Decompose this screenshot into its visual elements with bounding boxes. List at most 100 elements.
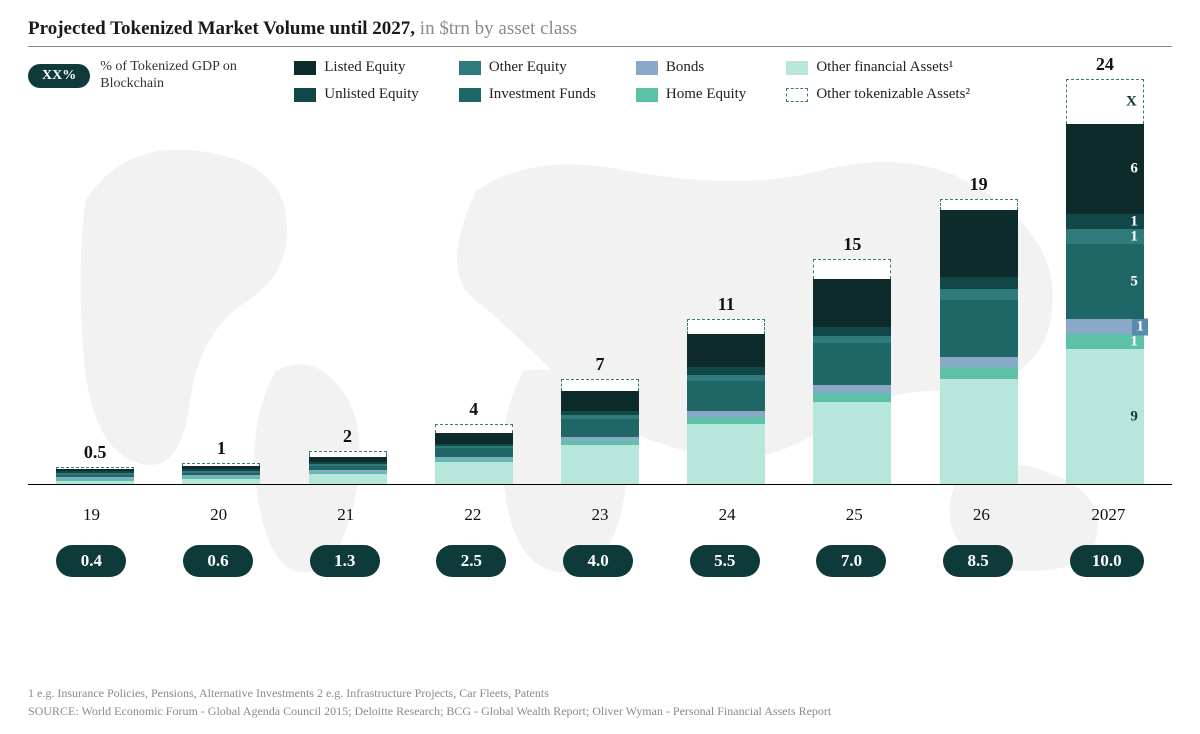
- seg-home_equity: [309, 472, 387, 474]
- bar-stack: [309, 451, 387, 484]
- seg-other_financial: [561, 445, 639, 484]
- swatch-investment_funds: [459, 88, 481, 102]
- seg-value-label: 1: [1130, 333, 1138, 350]
- seg-listed_equity: [56, 469, 134, 471]
- seg-investment_funds: 5: [1066, 244, 1144, 319]
- chart-area: 0.51247111519249115116X 1920212223242526…: [28, 111, 1172, 581]
- seg-home_equity: [561, 441, 639, 446]
- seg-other_tokenizable: [182, 463, 260, 466]
- legend-item-other_equity: Other Equity: [459, 59, 596, 76]
- seg-unlisted_equity: [687, 367, 765, 375]
- seg-home_equity: [940, 367, 1018, 379]
- seg-other_financial: [182, 479, 260, 484]
- legend-item-listed_equity: Listed Equity: [294, 59, 419, 76]
- seg-other_tokenizable: [435, 424, 513, 433]
- seg-investment_funds: [940, 300, 1018, 357]
- seg-home_equity: [813, 393, 891, 402]
- chart-title: Projected Tokenized Market Volume until …: [28, 18, 1172, 47]
- bar-stack: [687, 319, 765, 484]
- bar-24: 11: [663, 294, 789, 484]
- bar-total-label: 0.5: [84, 442, 107, 463]
- bar-stack: [182, 463, 260, 484]
- gdp-pill-row: 0.40.61.32.54.05.57.08.510.0: [28, 545, 1172, 577]
- bar-total-label: 4: [469, 399, 478, 420]
- seg-listed_equity: [309, 457, 387, 462]
- bar-total-label: 11: [718, 294, 735, 315]
- bar-19: 0.5: [32, 442, 158, 484]
- legend-item-investment_funds: Investment Funds: [459, 86, 596, 103]
- x-label: 23: [536, 505, 663, 525]
- seg-other_financial: [940, 379, 1018, 484]
- legend-item-bonds: Bonds: [636, 59, 746, 76]
- seg-value-label: 1: [1130, 228, 1138, 245]
- bar-21: 2: [284, 426, 410, 484]
- bar-stack: [813, 259, 891, 484]
- gdp-pill: 1.3: [310, 545, 380, 577]
- bar-23: 7: [537, 354, 663, 484]
- legend-label: Other Equity: [489, 59, 567, 76]
- seg-value-label: 9: [1130, 408, 1138, 425]
- legend-label: Other tokenizable Assets²: [816, 86, 970, 103]
- gdp-pill: 0.6: [183, 545, 253, 577]
- seg-investment_funds: [687, 381, 765, 411]
- bar-total-label: 1: [217, 438, 226, 459]
- seg-investment_funds: [435, 448, 513, 457]
- seg-other_financial: 9: [1066, 349, 1144, 484]
- seg-value-label: 1: [1130, 213, 1138, 230]
- seg-other_equity: [182, 471, 260, 473]
- seg-value-label: X: [1126, 94, 1137, 111]
- seg-other_financial: [687, 424, 765, 484]
- seg-investment_funds: [182, 473, 260, 475]
- legend-item-home_equity: Home Equity: [636, 86, 746, 103]
- seg-other_equity: [309, 464, 387, 466]
- seg-other_tokenizable: [687, 319, 765, 334]
- legend: XX% % of Tokenized GDP on Blockchain Lis…: [28, 59, 1172, 103]
- bar-total-label: 19: [970, 174, 988, 195]
- gdp-pill: 2.5: [436, 545, 506, 577]
- seg-bonds: [561, 437, 639, 441]
- seg-investment_funds: [813, 343, 891, 385]
- legend-item-unlisted_equity: Unlisted Equity: [294, 86, 419, 103]
- swatch-bonds: [636, 61, 658, 75]
- x-label: 24: [664, 505, 791, 525]
- seg-value-label: 1: [1132, 318, 1148, 335]
- footnote-source: SOURCE: World Economic Forum - Global Ag…: [28, 702, 1172, 720]
- legend-pill: XX%: [28, 64, 90, 88]
- seg-home_equity: [182, 477, 260, 479]
- bar-stack: [561, 379, 639, 484]
- seg-unlisted_equity: [182, 469, 260, 471]
- seg-unlisted_equity: [309, 462, 387, 464]
- seg-listed_equity: [813, 279, 891, 327]
- swatch-other_tokenizable: [786, 88, 808, 102]
- seg-unlisted_equity: [435, 444, 513, 446]
- seg-other_financial: [435, 462, 513, 485]
- seg-other_equity: [561, 415, 639, 419]
- legend-label: Other financial Assets¹: [816, 59, 953, 76]
- seg-other_financial: [813, 402, 891, 485]
- seg-listed_equity: [435, 433, 513, 444]
- bar-total-label: 7: [595, 354, 604, 375]
- legend-label: Home Equity: [666, 86, 746, 103]
- seg-other_tokenizable: [813, 259, 891, 279]
- seg-other_financial: [309, 474, 387, 485]
- seg-listed_equity: [687, 334, 765, 367]
- gdp-pill: 8.5: [943, 545, 1013, 577]
- seg-other_tokenizable: [309, 451, 387, 457]
- legend-pill-text: % of Tokenized GDP on Blockchain: [100, 59, 250, 93]
- bar-22: 4: [411, 399, 537, 484]
- seg-value-label: 6: [1130, 161, 1138, 178]
- legend-item-other_financial: Other financial Assets¹: [786, 59, 970, 76]
- legend-item-other_tokenizable: Other tokenizable Assets²: [786, 86, 970, 103]
- swatch-other_equity: [459, 61, 481, 75]
- seg-other_tokenizable: X: [1066, 79, 1144, 124]
- seg-other_equity: [813, 336, 891, 344]
- seg-home_equity: [687, 417, 765, 425]
- bar-25: 15: [789, 234, 915, 484]
- legend-label: Investment Funds: [489, 86, 596, 103]
- seg-other_equity: [435, 446, 513, 448]
- x-label: 22: [409, 505, 536, 525]
- seg-other_equity: [940, 289, 1018, 300]
- seg-bonds: [435, 457, 513, 459]
- seg-investment_funds: [56, 475, 134, 477]
- title-sub: in $trn by asset class: [415, 18, 577, 39]
